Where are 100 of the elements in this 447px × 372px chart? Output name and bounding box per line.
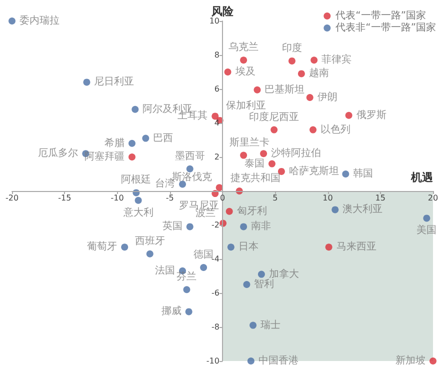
point [345,112,352,119]
point [132,106,139,113]
y-tick-label: -4 [212,254,220,264]
point [240,223,248,230]
annotation: 英国 [162,220,182,232]
point [128,154,136,160]
annotation: 越南 [308,67,329,80]
point [342,170,350,178]
annotation: 斯里兰卡 [230,136,270,148]
point [423,214,430,222]
y-tick-label: 8 [214,50,220,60]
annotation: 中国香港 [258,354,298,366]
annotation: 厄瓜多尔 [38,147,78,160]
y-tick-label: -10 [206,356,220,366]
annotation: 乌克兰 [228,41,259,54]
point [186,223,194,230]
annotation: 匈牙利 [236,204,267,217]
x-tick-label: -10 [110,194,124,202]
annotation: 伊朗 [317,91,338,103]
annotation: 巴基斯坦 [264,83,305,96]
point [224,68,232,76]
y-tick-label: 2 [214,152,220,162]
point [128,140,136,147]
y-axis-title: 风险 [210,5,234,18]
y-tick-label: -8 [212,322,220,332]
point [278,168,285,175]
point [298,70,305,78]
annotation: 瑞士 [260,318,281,331]
point [288,57,296,64]
point [216,184,223,192]
annotation: 墨西哥 [174,150,205,162]
annotation: 泰国 [244,158,264,170]
x-tick-label: 0 [220,194,226,202]
annotation: 尼日利亚 [94,76,134,88]
annotation: 挪威 [161,305,182,318]
point [243,281,250,288]
point [142,134,150,142]
annotation: 阿根廷 [121,174,152,186]
y-tick-label: -2 [212,220,220,230]
annotation: 日本 [238,240,258,253]
point [226,208,233,215]
point [250,322,257,329]
point [270,126,278,134]
annotation: 保加利亚 [226,99,266,112]
annotation: 马来西亚 [336,240,376,253]
annotation: 意大利 [122,206,154,218]
annotation: 芬兰 [176,270,197,283]
annotation: 法国 [155,264,176,276]
legend-label: 代表“一带一路”国家 [334,10,426,22]
y-tick-label: 10 [209,16,220,26]
point [247,358,254,364]
point [227,244,234,251]
x-axis-title: 机遇 [410,171,433,184]
point [146,250,154,258]
point [8,18,16,24]
annotation: 西班牙 [134,234,165,247]
point [254,86,261,94]
point [121,244,128,251]
point [183,286,190,294]
annotation: 哈萨克斯坦 [288,164,339,177]
x-tick-label: -20 [5,194,19,202]
annotation: 印度尼西亚 [249,110,300,123]
annotation: 南非 [251,220,272,232]
annotation: 波兰 [196,206,216,219]
x-tick-label: 20 [428,194,438,202]
point [306,94,314,101]
x-tick-label: -15 [58,194,72,202]
annotation: 新加坡 [396,354,426,366]
annotation: 希腊 [104,136,124,149]
point [240,56,248,64]
point [332,206,339,214]
annotation: 加拿大 [268,268,299,280]
annotation: 韩国 [353,168,374,180]
annotation: 葡萄牙 [87,240,118,253]
point [310,56,318,64]
annotation: 巴西 [153,132,174,144]
x-tick-label: 10 [322,194,333,202]
point [310,126,317,134]
point [200,264,208,271]
annotation: 委内瑞拉 [20,14,60,26]
point [186,165,194,172]
point [258,270,265,278]
annotation: 智利 [254,278,274,290]
annotation: 澳大利亚 [342,203,383,216]
point [268,160,276,168]
annotation: 以色列 [320,123,351,136]
point [134,196,142,204]
point [185,308,192,316]
annotation: 俄罗斯 [356,108,386,121]
annotation: 阿塞拜疆 [84,150,124,162]
x-tick-label: 15 [375,194,386,202]
annotation: 捷克共和国 [230,172,280,184]
x-tick-label: 5 [272,194,278,202]
annotation: 印度 [282,42,302,54]
y-tick-label: 6 [214,84,220,94]
point [212,112,219,120]
x-tick-label: -5 [166,194,174,202]
y-tick-label: 4 [214,118,220,128]
point [430,358,436,364]
annotation: 菲律宾 [322,54,352,66]
